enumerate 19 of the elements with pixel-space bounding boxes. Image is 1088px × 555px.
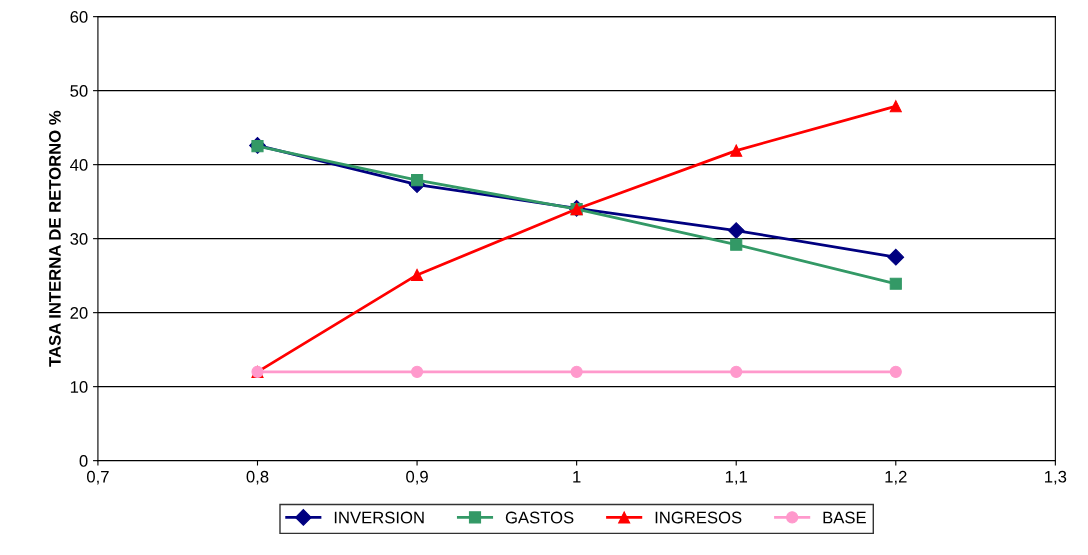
y-tick-label: 10 (70, 381, 88, 393)
y-tick-label: 0 (79, 455, 88, 467)
y-tick-label: 60 (70, 11, 88, 23)
y-tick-label: 30 (70, 233, 88, 245)
y-tick-label: 40 (70, 159, 88, 171)
x-tick-label: 0,9 (406, 470, 428, 485)
x-tick-label: 0,8 (246, 470, 269, 485)
legend-label: BASE (823, 511, 866, 524)
x-tick-label: 1,2 (885, 470, 907, 485)
x-tick-label: 0,7 (86, 470, 109, 485)
legend-label: INGRESOS (655, 511, 742, 524)
x-tick-label: 1,1 (725, 470, 747, 485)
legend-label: GASTOS (505, 511, 574, 524)
x-tick-label: 1 (573, 470, 581, 483)
legend-label: INVERSION (334, 511, 424, 524)
y-tick-label: 20 (70, 307, 88, 319)
y-tick-label: 50 (70, 85, 88, 97)
x-tick-label: 1,3 (1045, 470, 1067, 485)
y-axis-title: TASA INTERNA DE RETORNO % (49, 110, 61, 367)
